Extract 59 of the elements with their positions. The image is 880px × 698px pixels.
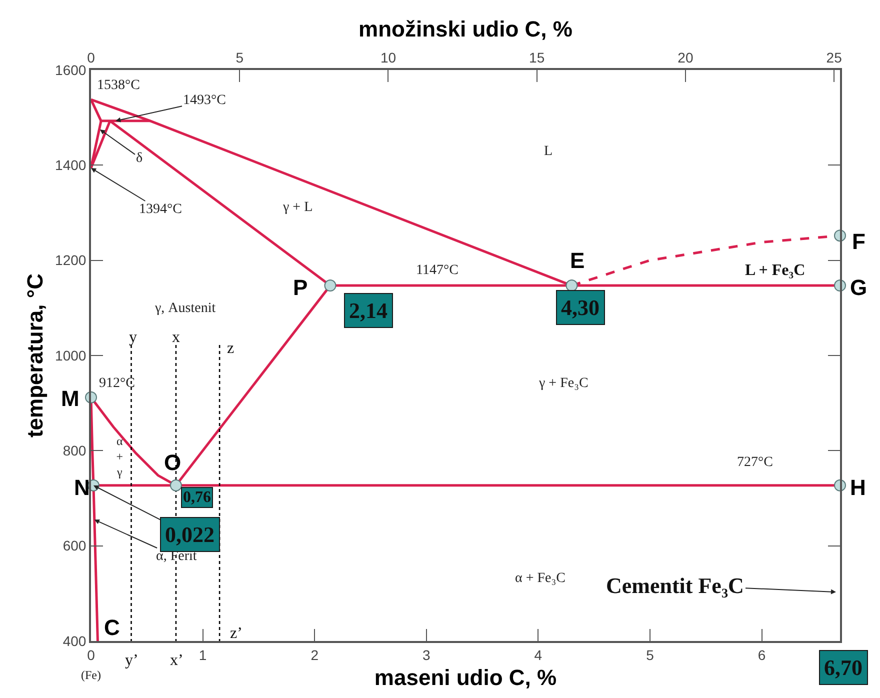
y-tick-label: 400 bbox=[62, 632, 86, 649]
annotation: z bbox=[227, 340, 234, 357]
text: F bbox=[852, 229, 866, 254]
x-tick-label: 0 bbox=[87, 646, 96, 663]
x2-tick-label: 15 bbox=[529, 49, 545, 66]
y-tick-label: 600 bbox=[62, 538, 86, 554]
x2-tick-label: 20 bbox=[678, 49, 694, 66]
annotation: y bbox=[129, 329, 137, 346]
text: N bbox=[74, 475, 90, 500]
text: M bbox=[61, 386, 80, 411]
y-tick-label: 1400 bbox=[55, 157, 86, 174]
annotation: L bbox=[544, 144, 553, 159]
annotation: P bbox=[293, 275, 308, 300]
annotation: E bbox=[570, 248, 585, 273]
annotation: x bbox=[172, 329, 180, 346]
text: G bbox=[850, 275, 868, 300]
annotation: γ + L bbox=[282, 200, 313, 215]
annotation: 0,022 bbox=[165, 522, 214, 547]
annotation: 1394°C bbox=[139, 202, 182, 217]
annotation: 1147°C bbox=[416, 263, 458, 278]
annotation: 1493°C bbox=[183, 93, 226, 108]
text: 6,70 bbox=[824, 655, 862, 680]
annotation: γ + Fe₃C bbox=[538, 376, 588, 391]
x-tick-label: 1 bbox=[198, 646, 207, 663]
annotation: 912°C bbox=[99, 376, 135, 391]
text: y’ bbox=[125, 652, 138, 669]
y-tick-label: 1200 bbox=[55, 252, 86, 268]
y-tick-label: 800 bbox=[62, 442, 86, 459]
annotation: Cementit Fe₃C bbox=[606, 573, 744, 598]
x-tick-label: 6 bbox=[758, 646, 766, 663]
annotation: γ, Austenit bbox=[154, 301, 216, 316]
text: (Fe) bbox=[81, 668, 101, 682]
x-tick-label: 2 bbox=[310, 646, 319, 663]
x-tick-label: 5 bbox=[646, 646, 654, 663]
x2-axis-title: množinski udio C, % bbox=[358, 16, 572, 42]
text: x’ bbox=[170, 652, 184, 669]
annotation: 0,76 bbox=[183, 489, 211, 506]
annotation: δ bbox=[136, 151, 143, 166]
annotation: 4,30 bbox=[561, 295, 600, 320]
annotation: C bbox=[104, 615, 120, 640]
annotation: 1538°C bbox=[97, 78, 140, 93]
x2-tick-label: 10 bbox=[380, 49, 396, 66]
text: H bbox=[850, 475, 866, 500]
annotation: z’ bbox=[230, 625, 242, 642]
annotation: α + γ bbox=[116, 434, 124, 480]
annotation: 727°C bbox=[737, 455, 773, 470]
x2-tick-label: 0 bbox=[87, 49, 96, 66]
annotation: L + Fe₃C bbox=[745, 262, 806, 279]
x2-tick-label: 25 bbox=[826, 49, 842, 66]
y-tick-label: 1000 bbox=[55, 347, 86, 364]
y-tick-label: 1600 bbox=[55, 62, 86, 78]
y-axis-title: temperatura, °C bbox=[22, 273, 48, 438]
x2-tick-label: 5 bbox=[236, 49, 244, 66]
x-tick-label: 3 bbox=[422, 646, 430, 663]
x-axis-title: maseni udio C, % bbox=[374, 665, 557, 690]
annotation: O bbox=[164, 450, 182, 475]
annotation: α + Fe₃C bbox=[515, 571, 566, 586]
x-tick-label: 4 bbox=[534, 646, 542, 663]
annotation: 2,14 bbox=[349, 298, 388, 323]
